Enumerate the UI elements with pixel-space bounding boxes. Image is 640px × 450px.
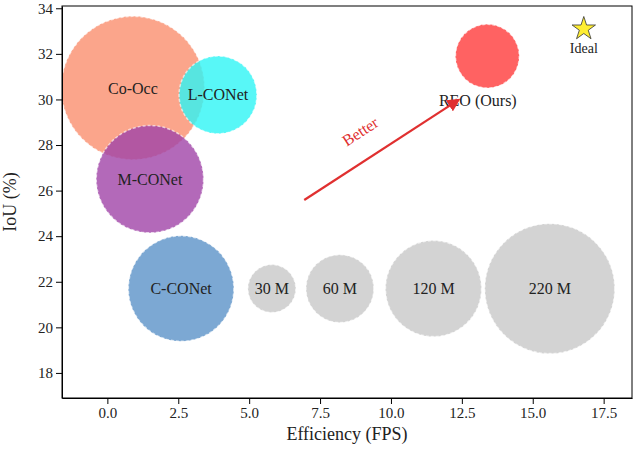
y-tick: 18 bbox=[38, 365, 62, 381]
marks bbox=[62, 16, 615, 353]
y-tick-label: 22 bbox=[38, 274, 53, 290]
y-tick-mark bbox=[56, 191, 62, 192]
bubble-label: 60 M bbox=[323, 280, 357, 297]
arrow bbox=[304, 100, 458, 200]
y-tick-mark bbox=[56, 8, 62, 9]
x-axis-line bbox=[63, 398, 633, 399]
y-tick-label: 28 bbox=[38, 137, 53, 153]
y-tick-mark bbox=[56, 373, 62, 374]
x-tick: 10.0 bbox=[378, 398, 404, 421]
x-axis-title: Efficiency (FPS) bbox=[286, 424, 407, 445]
x-tick-mark bbox=[604, 398, 605, 404]
x-tick-mark bbox=[107, 398, 108, 404]
x-tick: 0.0 bbox=[98, 398, 117, 421]
x-tick: 2.5 bbox=[169, 398, 188, 421]
plot: Co-Occ L-CONet M-CONet C-CONet 30 M 60 M 120 M… bbox=[38, 1, 633, 421]
bubble-label: L-CONet bbox=[188, 86, 249, 103]
annotation: Better bbox=[339, 113, 382, 149]
x-axis: 0.0 2.5 5.0 7.5 10.0 12.5 15.0 17.5 bbox=[63, 398, 633, 421]
y-tick-label: 26 bbox=[38, 183, 54, 199]
y-tick-label: 20 bbox=[38, 320, 53, 336]
x-tick-label: 2.5 bbox=[169, 405, 188, 421]
x-tick-mark bbox=[178, 398, 179, 404]
x-tick-label: 5.0 bbox=[240, 405, 259, 421]
x-tick-label: 12.5 bbox=[449, 405, 475, 421]
bubble-label: 120 M bbox=[412, 280, 454, 297]
x-tick-mark bbox=[462, 398, 463, 404]
bubble-label: 220 M bbox=[529, 280, 571, 297]
bubble-label: C-CONet bbox=[150, 280, 212, 297]
bubble bbox=[128, 236, 233, 341]
y-axis-title: IoU (%) bbox=[0, 172, 21, 231]
y-tick-label: 32 bbox=[38, 46, 53, 62]
plot-frame bbox=[62, 6, 632, 398]
chart: Co-Occ L-CONet M-CONet C-CONet 30 M 60 M 120 M… bbox=[0, 0, 640, 450]
y-tick-mark bbox=[56, 99, 62, 100]
bubble bbox=[306, 255, 374, 323]
bubble-label: Co-Occ bbox=[108, 80, 158, 97]
y-axis: 18 20 22 24 26 28 30 32 34 bbox=[38, 1, 63, 399]
bubble bbox=[248, 265, 296, 313]
x-tick: 15.0 bbox=[520, 398, 546, 421]
x-tick: 5.0 bbox=[240, 398, 259, 421]
bubble bbox=[386, 241, 482, 337]
x-tick-mark bbox=[249, 398, 250, 404]
y-tick-label: 30 bbox=[38, 92, 53, 108]
x-tick-label: 10.0 bbox=[378, 405, 404, 421]
y-axis-line bbox=[62, 7, 63, 399]
y-tick-label: 18 bbox=[38, 365, 53, 381]
x-tick-mark bbox=[391, 398, 392, 404]
x-tick-label: 15.0 bbox=[520, 405, 546, 421]
y-tick-label: 24 bbox=[38, 228, 54, 244]
y-tick-label: 34 bbox=[38, 1, 54, 17]
y-tick: 28 bbox=[38, 137, 62, 153]
y-tick-mark bbox=[56, 145, 62, 146]
bubble bbox=[179, 56, 257, 134]
x-tick-label: 7.5 bbox=[311, 405, 330, 421]
x-tick-label: 17.5 bbox=[591, 405, 617, 421]
labels: Co-Occ L-CONet M-CONet C-CONet 30 M 60 M 120 M… bbox=[108, 41, 598, 297]
bubble-label: 30 M bbox=[255, 280, 289, 297]
y-tick-mark bbox=[56, 327, 62, 328]
y-tick: 20 bbox=[38, 320, 62, 336]
y-tick: 32 bbox=[38, 46, 62, 62]
bubble bbox=[455, 24, 519, 88]
bubble bbox=[96, 126, 203, 233]
bubble-label: REO (Ours) bbox=[439, 92, 517, 110]
y-tick-mark bbox=[56, 236, 62, 237]
bubble bbox=[485, 224, 615, 354]
y-tick: 34 bbox=[38, 1, 62, 17]
x-tick-mark bbox=[320, 398, 321, 404]
bubble-label: Ideal bbox=[570, 41, 598, 56]
y-tick: 26 bbox=[38, 183, 62, 199]
y-tick: 30 bbox=[38, 92, 62, 108]
y-tick: 24 bbox=[38, 228, 62, 244]
y-tick-mark bbox=[56, 54, 62, 55]
x-tick: 17.5 bbox=[591, 398, 617, 421]
bubble-label: M-CONet bbox=[117, 171, 182, 188]
x-tick: 7.5 bbox=[311, 398, 330, 421]
y-tick-mark bbox=[56, 282, 62, 283]
star-marker bbox=[572, 16, 595, 38]
x-tick-mark bbox=[533, 398, 534, 404]
x-tick: 12.5 bbox=[449, 398, 475, 421]
y-tick: 22 bbox=[38, 274, 62, 290]
x-tick-label: 0.0 bbox=[98, 405, 117, 421]
